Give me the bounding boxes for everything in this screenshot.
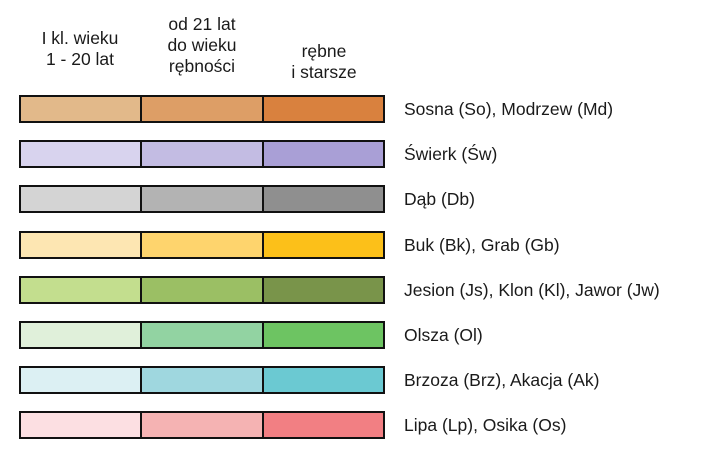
- color-swatch-group: [19, 140, 385, 169]
- swatch-middle-age: [140, 232, 262, 257]
- species-label: Buk (Bk), Grab (Gb): [404, 234, 560, 255]
- species-label: Lipa (Lp), Osika (Os): [404, 415, 567, 436]
- swatch-mature: [261, 323, 383, 347]
- species-label: Sosna (So), Modrzew (Md): [404, 99, 614, 119]
- header-age-class-1: I kl. wieku 1 - 20 lat: [41, 28, 119, 69]
- legend-row: Sosna (So), Modrzew (Md): [0, 95, 709, 127]
- swatch-middle-age: [140, 277, 262, 302]
- color-swatch-group: [19, 366, 385, 395]
- swatch-middle-age: [140, 413, 262, 438]
- swatch-mature: [261, 187, 383, 212]
- swatch-mature: [261, 142, 383, 167]
- swatch-mature: [261, 413, 383, 438]
- header-mature-and-older: rębne i starsze: [291, 41, 357, 82]
- swatch-young: [21, 323, 141, 347]
- swatch-middle-age: [140, 97, 262, 121]
- header-age-to-maturity: od 21 lat do wieku rębności: [167, 14, 237, 76]
- color-swatch-group: [19, 95, 385, 123]
- swatch-mature: [261, 277, 383, 302]
- swatch-middle-age: [140, 142, 262, 167]
- swatch-young: [21, 97, 141, 121]
- legend-row: Lipa (Lp), Osika (Os): [0, 411, 709, 443]
- color-swatch-group: [19, 185, 385, 214]
- swatch-mature: [261, 368, 383, 393]
- swatch-mature: [261, 97, 383, 121]
- swatch-young: [21, 277, 141, 302]
- species-label: Brzoza (Brz), Akacja (Ak): [404, 370, 600, 391]
- species-label: Świerk (Św): [404, 144, 498, 165]
- color-swatch-group: [19, 275, 385, 304]
- legend-row: Świerk (Św): [0, 140, 709, 172]
- legend-row: Dąb (Db): [0, 185, 709, 217]
- swatch-young: [21, 413, 141, 438]
- species-label: Dąb (Db): [404, 189, 475, 210]
- legend-row: Jesion (Js), Klon (Kl), Jawor (Jw): [0, 275, 709, 308]
- color-swatch-group: [19, 230, 385, 259]
- color-swatch-group: [19, 321, 385, 349]
- legend-row: Brzoza (Brz), Akacja (Ak): [0, 366, 709, 398]
- color-swatch-group: [19, 411, 385, 440]
- swatch-young: [21, 232, 141, 257]
- swatch-young: [21, 187, 141, 212]
- swatch-young: [21, 368, 141, 393]
- swatch-mature: [261, 232, 383, 257]
- legend-row: Olsza (Ol): [0, 321, 709, 353]
- legend-row: Buk (Bk), Grab (Gb): [0, 230, 709, 263]
- species-label: Olsza (Ol): [404, 325, 483, 345]
- swatch-middle-age: [140, 187, 262, 212]
- swatch-middle-age: [140, 323, 262, 347]
- swatch-middle-age: [140, 368, 262, 393]
- species-label: Jesion (Js), Klon (Kl), Jawor (Jw): [404, 279, 660, 300]
- swatch-young: [21, 142, 141, 167]
